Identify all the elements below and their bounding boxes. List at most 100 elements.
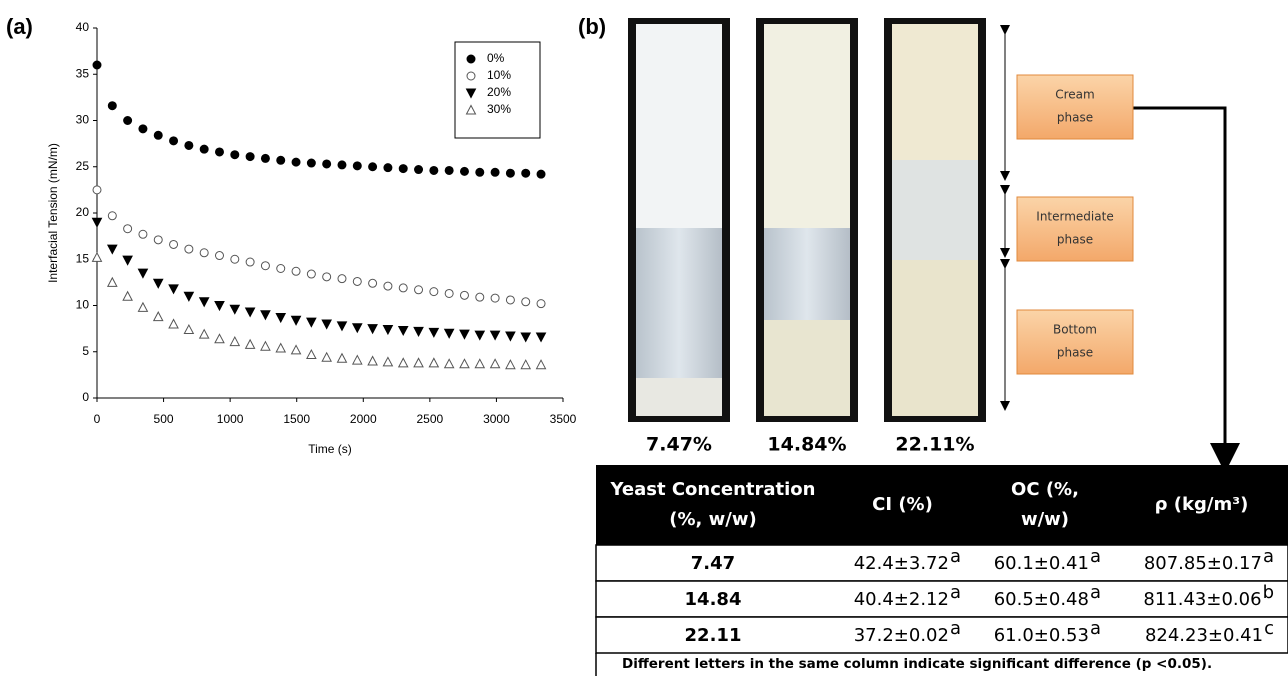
data-point xyxy=(506,332,515,341)
data-point xyxy=(522,169,530,177)
data-point xyxy=(415,166,423,174)
data-point xyxy=(521,360,530,369)
data-point xyxy=(123,256,132,265)
superscript: a xyxy=(1090,546,1101,567)
data-point xyxy=(93,218,102,227)
data-point xyxy=(93,253,102,262)
data-point xyxy=(169,285,178,294)
data-point xyxy=(184,292,193,301)
data-point xyxy=(170,137,178,145)
panel-label: (a) xyxy=(6,14,33,39)
data-point xyxy=(383,326,392,335)
data-point xyxy=(323,160,331,168)
table-cell: 7.47 xyxy=(691,553,735,574)
table-cell: 824.23±0.41 xyxy=(1145,625,1263,646)
data-point xyxy=(154,236,162,244)
table-cell: 60.5±0.48 xyxy=(994,589,1089,610)
data-point xyxy=(108,102,116,110)
data-point xyxy=(506,360,515,369)
phase-label: phase xyxy=(1057,111,1093,125)
data-point xyxy=(277,156,285,164)
data-point xyxy=(506,169,514,177)
x-tick-label: 3000 xyxy=(483,412,510,426)
phase-label: Bottom xyxy=(1053,323,1097,337)
phase-box xyxy=(1017,75,1133,139)
phase-label: Intermediate xyxy=(1036,210,1113,224)
phase-box xyxy=(1017,197,1133,261)
tube-label: 14.84% xyxy=(767,434,846,456)
data-point xyxy=(307,159,315,167)
table-cell: 811.43±0.06 xyxy=(1143,589,1261,610)
table-cell: 37.2±0.02 xyxy=(854,625,949,646)
data-point xyxy=(476,168,484,176)
phase-label: phase xyxy=(1057,233,1093,247)
phase-box xyxy=(1017,310,1133,374)
data-point xyxy=(246,308,255,317)
data-point xyxy=(154,131,162,139)
legend-label: 10% xyxy=(487,68,511,82)
data-point xyxy=(353,277,361,285)
data-point xyxy=(215,302,224,311)
data-point xyxy=(353,324,362,333)
data-point xyxy=(261,342,270,351)
y-tick-label: 30 xyxy=(76,113,90,127)
figure: (a) (b) 05101520253035400500100015002000… xyxy=(0,0,1288,676)
data-point xyxy=(399,326,408,335)
x-tick-label: 2000 xyxy=(350,412,377,426)
header-label: (%, w/w) xyxy=(669,509,756,530)
data-point xyxy=(369,279,377,287)
data-point xyxy=(307,350,316,359)
tube-photo xyxy=(628,18,730,422)
data-point xyxy=(475,331,484,340)
data-point xyxy=(138,269,147,278)
connector-arrow xyxy=(1115,108,1225,458)
data-point xyxy=(353,356,362,365)
tube-photo xyxy=(884,18,986,422)
data-point xyxy=(292,267,300,275)
legend-marker xyxy=(467,72,475,80)
data-point xyxy=(292,345,301,354)
data-point xyxy=(445,289,453,297)
table-cell: 42.4±3.72 xyxy=(854,553,949,574)
data-point xyxy=(537,300,545,308)
data-point xyxy=(154,312,163,321)
data-point xyxy=(445,329,454,338)
data-point xyxy=(230,337,239,346)
data-point xyxy=(460,291,468,299)
data-point xyxy=(123,292,132,301)
data-point xyxy=(231,255,239,263)
data-point xyxy=(108,245,117,254)
data-point xyxy=(506,296,514,304)
data-point xyxy=(338,161,346,169)
data-point xyxy=(337,354,346,363)
superscript: a xyxy=(950,546,961,567)
superscript: b xyxy=(1263,582,1274,603)
data-point xyxy=(185,141,193,149)
data-point xyxy=(215,334,224,343)
data-point xyxy=(522,298,530,306)
data-point xyxy=(338,275,346,283)
data-point xyxy=(353,162,361,170)
data-point xyxy=(491,168,499,176)
table-footnote: Different letters in the same column ind… xyxy=(622,656,1212,672)
y-axis-label: Interfacial Tension (mN/m) xyxy=(46,143,60,283)
data-point xyxy=(430,288,438,296)
x-tick-label: 2500 xyxy=(417,412,444,426)
x-axis-label: Time (s) xyxy=(308,442,352,456)
data-point xyxy=(430,166,438,174)
table-cell: 22.11 xyxy=(685,625,742,646)
tube-label: 7.47% xyxy=(646,434,712,456)
y-tick-label: 5 xyxy=(82,344,89,358)
phase-label: Cream xyxy=(1055,88,1094,102)
data-point xyxy=(322,320,331,329)
data-point xyxy=(108,212,116,220)
data-point xyxy=(415,286,423,294)
data-point xyxy=(399,165,407,173)
superscript: a xyxy=(1090,582,1101,603)
data-point xyxy=(200,298,209,307)
data-point xyxy=(292,316,301,325)
data-point xyxy=(124,225,132,233)
tube-photo xyxy=(756,18,858,422)
y-tick-label: 0 xyxy=(82,390,89,404)
data-point xyxy=(231,151,239,159)
